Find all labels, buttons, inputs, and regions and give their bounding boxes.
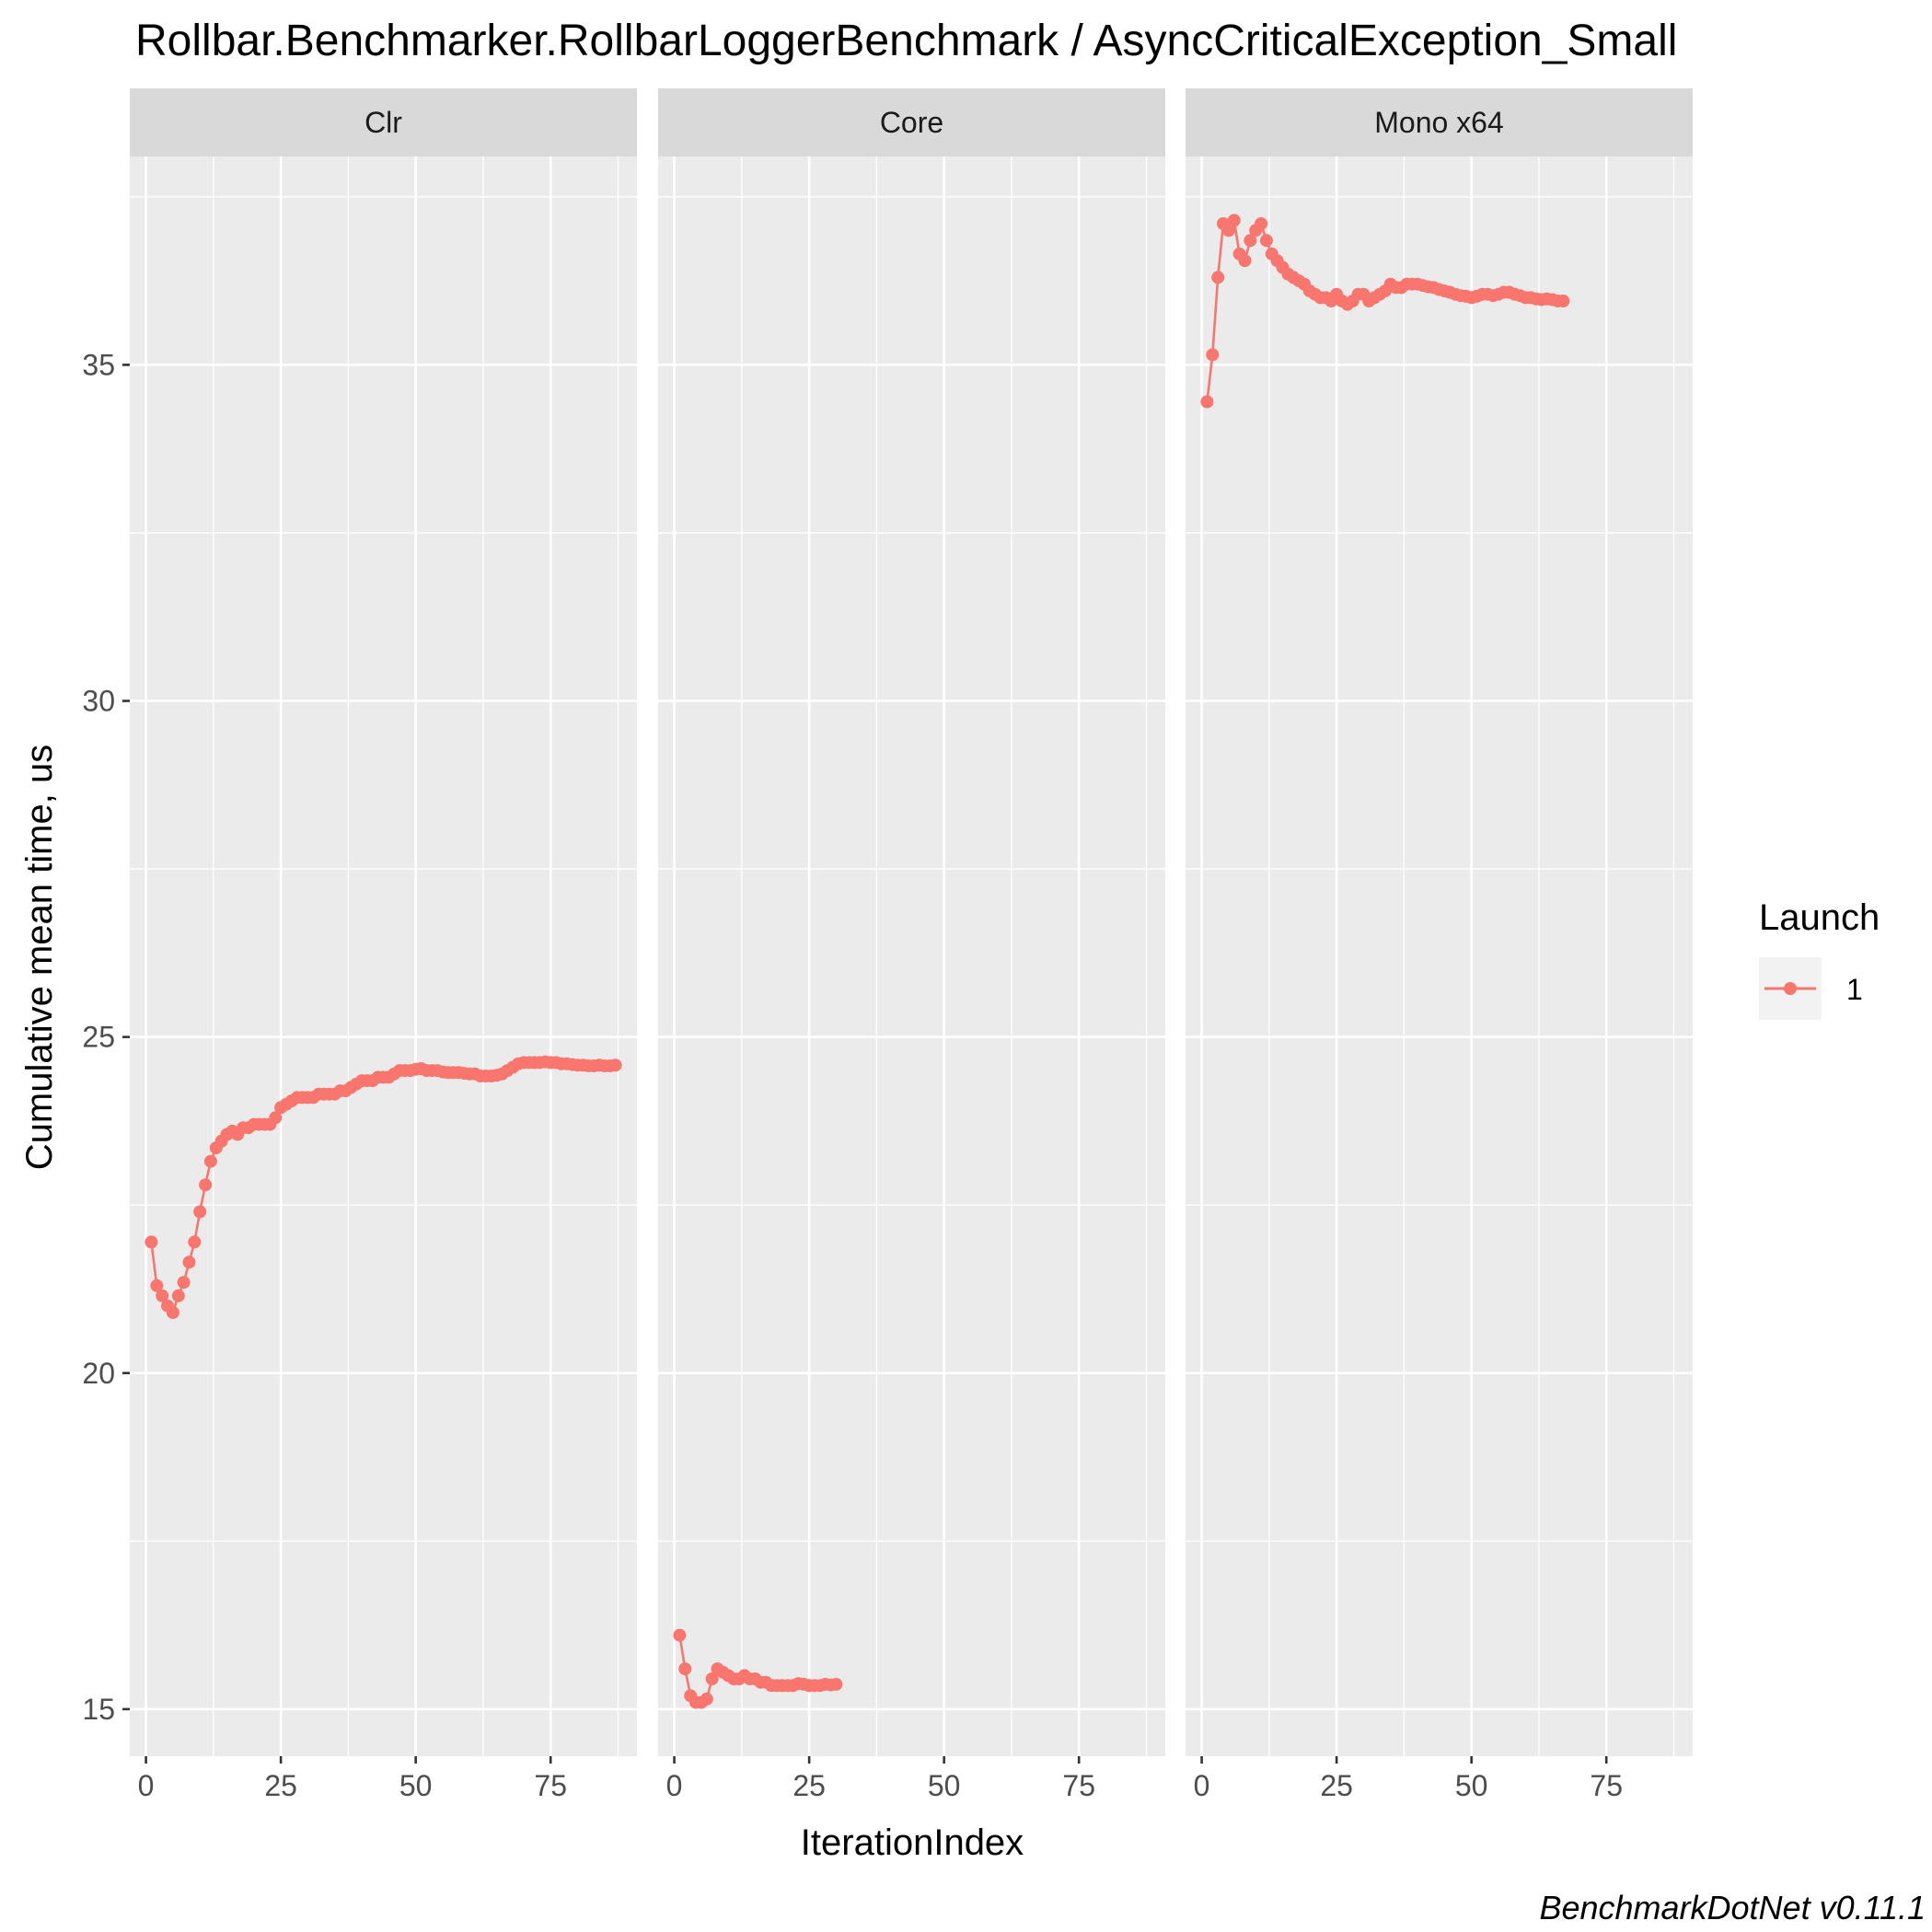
data-point [608, 1059, 622, 1072]
data-point [1259, 234, 1273, 248]
x-tick-label: 75 [1062, 1769, 1095, 1802]
data-point [678, 1662, 692, 1676]
data-point [269, 1111, 283, 1125]
data-point [193, 1205, 207, 1219]
legend-title: Launch [1759, 897, 1880, 938]
x-tick-label: 25 [264, 1769, 297, 1802]
plot-background [658, 156, 1165, 1756]
x-tick-label: 25 [1320, 1769, 1353, 1802]
x-tick-label: 0 [666, 1769, 683, 1802]
data-point [1556, 295, 1570, 307]
facet-strip-label: Mono x64 [1374, 106, 1504, 139]
facet-strip-label: Clr [364, 106, 402, 139]
data-point [1255, 217, 1268, 230]
y-tick-label: 30 [82, 685, 115, 718]
y-tick-label: 35 [82, 348, 115, 381]
facet-panel-clr: Clr 0 25 50 75 [130, 88, 637, 1802]
data-point [1244, 234, 1257, 248]
x-tick-label: 50 [399, 1769, 433, 1802]
chart-caption: BenchmarkDotNet v0.11.1 [1539, 1889, 1926, 1926]
data-point [145, 1235, 158, 1249]
facet-panels: Clr 0 25 50 75 Core 0 25 50 75 Mono x64 0 25 50 75 [130, 88, 1693, 1802]
data-point [199, 1178, 213, 1192]
facet-strip [658, 88, 1165, 156]
y-axis-title: Cumulative mean time, us [19, 745, 60, 1170]
x-tick-label: 50 [928, 1769, 961, 1802]
data-point [166, 1306, 179, 1319]
y-tick-label: 15 [82, 1693, 115, 1726]
data-point [1211, 271, 1225, 284]
data-point [1238, 254, 1252, 268]
data-point [1221, 224, 1235, 237]
y-axis: 15 20 25 30 35 [82, 348, 130, 1726]
data-point [829, 1677, 843, 1691]
facet-strip [1186, 88, 1693, 156]
x-tick-label: 50 [1455, 1769, 1488, 1802]
x-tick-label: 25 [792, 1769, 826, 1802]
facet-strip [130, 88, 637, 156]
facet-panel-core: Core 0 25 50 75 [658, 88, 1165, 1802]
plot-background [130, 156, 637, 1756]
x-tick-label: 75 [1590, 1769, 1623, 1802]
data-point [1200, 395, 1214, 409]
facet-strip-label: Core [880, 106, 943, 139]
data-point [177, 1276, 191, 1290]
y-tick-label: 25 [82, 1021, 115, 1054]
x-tick-label: 0 [1194, 1769, 1210, 1802]
data-point [150, 1278, 164, 1292]
data-point [188, 1235, 202, 1249]
data-point [156, 1289, 169, 1302]
legend-label: 1 [1846, 973, 1863, 1006]
legend: Launch 1 [1759, 897, 1880, 1020]
x-axis-title: IterationIndex [801, 1822, 1024, 1863]
data-point [1227, 214, 1241, 227]
x-tick-label: 75 [534, 1769, 567, 1802]
data-point [171, 1289, 185, 1302]
facet-panel-mono-x64: Mono x64 0 25 50 75 [1186, 88, 1693, 1802]
data-point [1206, 348, 1220, 362]
data-point [700, 1692, 713, 1706]
data-point [705, 1672, 719, 1685]
plot-background [1186, 156, 1693, 1756]
data-point [673, 1628, 687, 1642]
y-tick-label: 20 [82, 1357, 115, 1390]
data-point [182, 1255, 196, 1269]
data-point [203, 1154, 217, 1168]
chart-title: Rollbar.Benchmarker.RollbarLoggerBenchma… [135, 17, 1677, 65]
legend-key-point [1784, 982, 1797, 995]
x-tick-label: 0 [138, 1769, 155, 1802]
